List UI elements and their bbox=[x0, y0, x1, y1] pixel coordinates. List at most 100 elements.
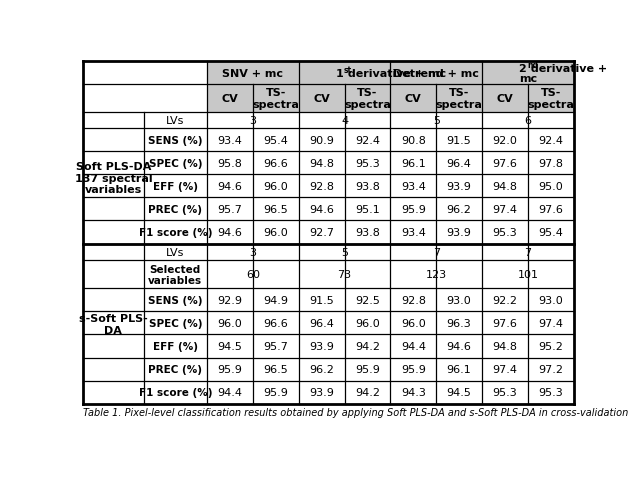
Text: 93.4: 93.4 bbox=[218, 136, 243, 145]
Bar bbox=[143, 113, 207, 129]
Text: 4: 4 bbox=[341, 116, 348, 126]
Text: 96.6: 96.6 bbox=[264, 158, 288, 168]
Text: 95.9: 95.9 bbox=[401, 204, 426, 214]
Text: 93.0: 93.0 bbox=[447, 295, 472, 305]
Text: SPEC (%): SPEC (%) bbox=[148, 158, 202, 168]
Text: 97.6: 97.6 bbox=[538, 204, 563, 214]
Text: Detrend + mc: Detrend + mc bbox=[393, 68, 479, 78]
Text: 1: 1 bbox=[335, 68, 343, 78]
Text: 94.8: 94.8 bbox=[492, 341, 518, 351]
Text: 93.8: 93.8 bbox=[355, 227, 380, 238]
Text: 92.7: 92.7 bbox=[309, 227, 334, 238]
Text: SPEC (%): SPEC (%) bbox=[148, 318, 202, 328]
Bar bbox=[390, 85, 436, 113]
Text: LVs: LVs bbox=[166, 116, 184, 126]
Text: 90.8: 90.8 bbox=[401, 136, 426, 145]
Text: 96.1: 96.1 bbox=[447, 364, 472, 374]
Bar bbox=[528, 85, 573, 113]
Text: 95.9: 95.9 bbox=[264, 387, 288, 397]
Text: 95.3: 95.3 bbox=[355, 158, 380, 168]
Text: 94.5: 94.5 bbox=[218, 341, 243, 351]
Text: 6: 6 bbox=[524, 116, 531, 126]
Text: nd: nd bbox=[527, 61, 538, 70]
Text: 95.9: 95.9 bbox=[401, 364, 426, 374]
Bar bbox=[482, 85, 528, 113]
Text: 96.0: 96.0 bbox=[218, 318, 243, 328]
Text: s-Soft PLS-
DA: s-Soft PLS- DA bbox=[79, 314, 148, 335]
Text: 73: 73 bbox=[337, 270, 351, 280]
Text: 95.7: 95.7 bbox=[264, 341, 288, 351]
Text: 93.0: 93.0 bbox=[538, 295, 563, 305]
Bar bbox=[83, 113, 143, 244]
Text: 96.5: 96.5 bbox=[264, 364, 288, 374]
Text: 101: 101 bbox=[517, 270, 538, 280]
Text: 94.6: 94.6 bbox=[309, 204, 334, 214]
Text: PREC (%): PREC (%) bbox=[148, 204, 202, 214]
Bar bbox=[299, 85, 344, 113]
Text: 92.0: 92.0 bbox=[493, 136, 517, 145]
Text: 94.8: 94.8 bbox=[309, 158, 334, 168]
Text: 7: 7 bbox=[524, 248, 531, 258]
Text: 93.4: 93.4 bbox=[401, 182, 426, 191]
Bar bbox=[390, 62, 482, 85]
Text: 94.2: 94.2 bbox=[355, 387, 380, 397]
Bar bbox=[299, 62, 390, 85]
Text: CV: CV bbox=[313, 94, 330, 104]
Bar bbox=[207, 85, 253, 113]
Text: 95.9: 95.9 bbox=[355, 364, 380, 374]
Text: 96.0: 96.0 bbox=[264, 227, 288, 238]
Bar bbox=[253, 85, 299, 113]
Text: 93.4: 93.4 bbox=[401, 227, 426, 238]
Bar bbox=[207, 62, 299, 85]
Text: 96.1: 96.1 bbox=[401, 158, 426, 168]
Text: CV: CV bbox=[405, 94, 422, 104]
Text: 97.8: 97.8 bbox=[538, 158, 563, 168]
Text: 97.2: 97.2 bbox=[538, 364, 563, 374]
Text: 96.2: 96.2 bbox=[447, 204, 472, 214]
Text: 96.4: 96.4 bbox=[309, 318, 334, 328]
Text: 92.4: 92.4 bbox=[538, 136, 563, 145]
Text: 96.4: 96.4 bbox=[447, 158, 472, 168]
Text: 97.4: 97.4 bbox=[538, 318, 563, 328]
Text: 96.0: 96.0 bbox=[264, 182, 288, 191]
Text: 3: 3 bbox=[250, 248, 257, 258]
Text: 95.3: 95.3 bbox=[493, 227, 517, 238]
Text: 96.0: 96.0 bbox=[401, 318, 426, 328]
Bar bbox=[436, 85, 482, 113]
Text: derivative + mc: derivative + mc bbox=[344, 68, 446, 78]
Text: SNV + mc: SNV + mc bbox=[223, 68, 284, 78]
Text: 95.3: 95.3 bbox=[538, 387, 563, 397]
Text: 93.9: 93.9 bbox=[309, 387, 334, 397]
Text: F1 score (%): F1 score (%) bbox=[139, 227, 212, 238]
Text: 92.2: 92.2 bbox=[492, 295, 518, 305]
Text: 5: 5 bbox=[433, 116, 440, 126]
Text: 2: 2 bbox=[518, 64, 526, 74]
Text: TS-
spectra: TS- spectra bbox=[436, 88, 483, 109]
Text: 94.5: 94.5 bbox=[447, 387, 472, 397]
Text: 97.4: 97.4 bbox=[492, 364, 518, 374]
Text: 94.2: 94.2 bbox=[355, 341, 380, 351]
Text: st: st bbox=[344, 66, 352, 75]
Text: 96.2: 96.2 bbox=[309, 364, 334, 374]
Text: 92.8: 92.8 bbox=[309, 182, 334, 191]
Text: 5: 5 bbox=[341, 248, 348, 258]
Text: CV: CV bbox=[497, 94, 513, 104]
Text: 91.5: 91.5 bbox=[309, 295, 334, 305]
Text: 96.3: 96.3 bbox=[447, 318, 472, 328]
Text: 94.3: 94.3 bbox=[401, 387, 426, 397]
Text: 95.3: 95.3 bbox=[493, 387, 517, 397]
Text: 95.7: 95.7 bbox=[218, 204, 243, 214]
Text: 94.4: 94.4 bbox=[218, 387, 243, 397]
Text: 97.6: 97.6 bbox=[493, 318, 517, 328]
Text: derivative +: derivative + bbox=[527, 64, 607, 74]
Text: F1 score (%): F1 score (%) bbox=[139, 387, 212, 397]
Text: 92.5: 92.5 bbox=[355, 295, 380, 305]
Text: EFF (%): EFF (%) bbox=[153, 182, 198, 191]
Text: 97.4: 97.4 bbox=[492, 204, 518, 214]
Text: 95.1: 95.1 bbox=[355, 204, 380, 214]
Text: 94.8: 94.8 bbox=[492, 182, 518, 191]
Bar bbox=[83, 245, 143, 404]
Text: 95.8: 95.8 bbox=[218, 158, 243, 168]
Text: Soft PLS-DA
137 spectral
variables: Soft PLS-DA 137 spectral variables bbox=[74, 162, 152, 195]
Text: 96.6: 96.6 bbox=[264, 318, 288, 328]
